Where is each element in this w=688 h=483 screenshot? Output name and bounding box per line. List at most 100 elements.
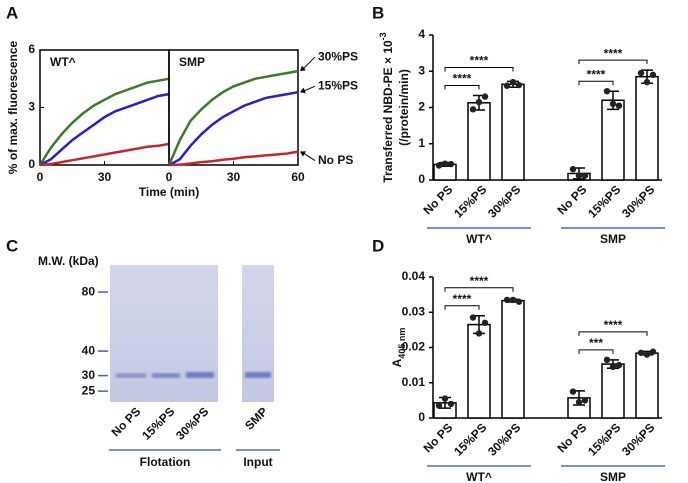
marker-label: 80 xyxy=(82,284,96,298)
data-point xyxy=(569,388,577,395)
y-axis-label-main: A xyxy=(390,358,404,367)
y-tick-label: 0.02 xyxy=(402,340,426,354)
data-point xyxy=(475,98,483,106)
data-point xyxy=(569,165,577,173)
data-point xyxy=(509,296,517,304)
y-tick-label: 3 xyxy=(418,63,425,77)
y-axis-label: A405 nm xyxy=(390,328,407,368)
group-label: Input xyxy=(243,455,272,469)
significance-label: **** xyxy=(470,274,489,288)
y-axis-label-main: Transferred NBD-PE × 10 xyxy=(381,40,395,183)
data-point xyxy=(503,296,511,304)
data-point xyxy=(637,69,645,77)
x-tick-label: 0 xyxy=(166,170,173,184)
x-tick-label: 30%PS xyxy=(485,182,523,220)
bar xyxy=(635,75,659,181)
plot-title: SMP xyxy=(179,55,205,69)
x-tick-label: No PS xyxy=(554,420,589,455)
data-point xyxy=(503,82,511,89)
x-axis-label: Time (min) xyxy=(139,185,199,199)
y-tick-label: 0 xyxy=(28,157,35,171)
significance-bracket xyxy=(444,305,480,310)
y-axis-label-line2: (/protein/min) xyxy=(397,69,411,146)
series-line xyxy=(168,90,299,167)
x-tick-label: 30%PS xyxy=(485,420,523,458)
arrow-head xyxy=(300,87,306,94)
plot-title: WT^ xyxy=(50,55,76,69)
group-label: Flotation xyxy=(140,455,191,469)
data-point xyxy=(609,100,617,108)
x-tick-label: 0 xyxy=(37,170,44,184)
data-point xyxy=(515,81,523,89)
series-label: 15%PS xyxy=(318,78,358,92)
panel-label: D xyxy=(372,236,384,255)
data-point xyxy=(649,348,657,355)
significance-label: **** xyxy=(453,292,472,306)
y-tick-label: 2 xyxy=(418,100,425,114)
data-point xyxy=(581,172,589,179)
data-point xyxy=(603,356,611,364)
series-line xyxy=(167,69,299,166)
significance-bracket xyxy=(444,85,480,90)
x-tick-label: 30%PS xyxy=(619,420,657,458)
y-axis-label: Transferred NBD-PE × 10-3 xyxy=(378,32,395,182)
y-tick-label: 6 xyxy=(28,42,35,56)
significance-bracket xyxy=(444,67,514,72)
significance-bracket xyxy=(578,80,614,86)
panel-label: C xyxy=(6,236,18,255)
y-tick-label: 3 xyxy=(28,100,35,114)
y-tick-label: 0 xyxy=(418,172,425,186)
group-label: SMP xyxy=(600,470,626,483)
x-tick-label: 15%PS xyxy=(585,420,623,458)
x-tick-label: 30%PS xyxy=(619,182,657,220)
y-axis-label: M.W. (kDa) xyxy=(38,254,99,268)
panel-label: A xyxy=(6,3,18,22)
significance-bracket xyxy=(578,349,614,354)
lane-label: 30%PS xyxy=(173,404,211,442)
x-tick-label: 30 xyxy=(98,170,112,184)
data-point xyxy=(581,397,589,404)
series-label: 30%PS xyxy=(318,49,358,63)
x-tick-label: 60 xyxy=(291,170,305,184)
data-point xyxy=(469,314,477,321)
lane-label: SMP xyxy=(242,404,270,432)
significance-label: **** xyxy=(587,67,606,81)
marker-label: 40 xyxy=(82,343,96,357)
y-axis-label-superscript: -3 xyxy=(378,32,388,40)
significance-label: *** xyxy=(589,336,603,350)
series-line xyxy=(38,77,170,166)
x-tick-label: 15%PS xyxy=(585,182,623,220)
bar xyxy=(501,83,525,181)
gel-input xyxy=(242,265,274,402)
x-tick-label: No PS xyxy=(420,182,455,217)
bar xyxy=(601,363,625,419)
y-tick-label: 4 xyxy=(418,27,425,41)
significance-label: **** xyxy=(470,54,489,68)
arrow-head xyxy=(299,65,306,72)
x-tick-label: 15%PS xyxy=(451,182,489,220)
data-point xyxy=(447,160,455,168)
data-point xyxy=(649,71,657,79)
y-axis-label: % of max. fluorescence xyxy=(6,40,20,174)
y-tick-label: 0.01 xyxy=(402,375,426,389)
data-point xyxy=(575,172,583,179)
significance-bracket xyxy=(578,59,648,65)
data-point xyxy=(615,102,623,109)
y-tick-label: 0.03 xyxy=(402,304,426,318)
group-label: WT^ xyxy=(466,470,492,483)
data-point xyxy=(481,93,489,100)
y-axis-label-subscript: 405 nm xyxy=(397,328,407,359)
data-point xyxy=(615,361,623,369)
data-point xyxy=(481,319,489,327)
bar xyxy=(467,102,491,181)
y-tick-label: 0.04 xyxy=(402,269,426,283)
data-point xyxy=(509,78,517,86)
data-point xyxy=(575,398,583,406)
gel-band xyxy=(152,373,180,378)
marker-label: 30 xyxy=(82,368,96,382)
significance-bracket xyxy=(578,331,648,336)
group-label: WT^ xyxy=(466,232,492,246)
x-tick-label: 30 xyxy=(227,170,241,184)
significance-label: **** xyxy=(604,46,623,60)
